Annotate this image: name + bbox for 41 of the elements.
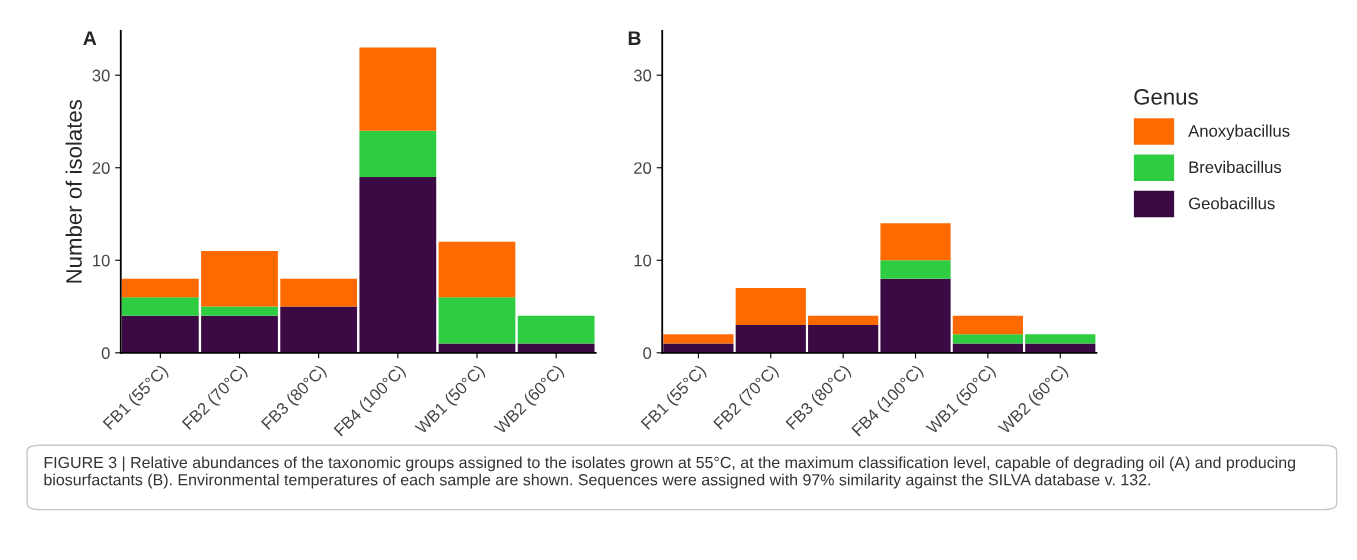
bar — [663, 334, 734, 344]
bar — [952, 315, 1023, 335]
y-tick-label: 20 — [634, 162, 652, 174]
y-tick-label: 30 — [92, 69, 110, 82]
bar — [952, 334, 1023, 344]
bar — [201, 251, 278, 307]
bar — [438, 297, 516, 344]
legend-title: Genus — [1134, 89, 1198, 105]
bar — [121, 315, 199, 353]
bar — [735, 288, 806, 326]
y-tick-label: 20 — [92, 162, 110, 174]
bar — [880, 278, 951, 353]
y-tick-label: 30 — [633, 69, 652, 82]
chart-title: B — [628, 31, 641, 45]
bar — [880, 223, 951, 261]
legend-label: Anoxybacillus — [1188, 124, 1290, 141]
bar — [808, 325, 879, 353]
bar — [1025, 334, 1096, 344]
bar — [201, 306, 278, 316]
y-tick-label: 0 — [643, 347, 652, 359]
bar — [517, 315, 595, 344]
bar — [359, 130, 437, 177]
y-tick-label: 0 — [101, 347, 110, 359]
legend-label: Geobacillus — [1189, 197, 1275, 210]
chart-title: A — [83, 31, 97, 45]
bar — [280, 306, 358, 353]
y-tick-label: 10 — [634, 254, 652, 267]
bar — [735, 325, 806, 353]
bar — [359, 177, 437, 353]
bar — [280, 278, 358, 307]
y-axis-title: Number of isolates — [65, 99, 82, 283]
legend-label: Brevibacillus — [1189, 160, 1282, 174]
bar — [201, 315, 278, 353]
bar — [121, 278, 199, 298]
caption: FIGURE 3 | Relative abundances of the taxonomic groups assigned to the isolates grown at 55°C, at the maximum classification level, capable of degrading oil (A) and producing biosurfactants (B). Environmental temperatures of each sample are shown. Sequences were assigned with 97% similarity against the SILVA database v. 132. — [44, 456, 1296, 489]
bar — [808, 315, 879, 326]
y-tick-label: 10 — [93, 254, 110, 267]
bar — [438, 241, 516, 298]
bar — [121, 297, 199, 316]
bar — [359, 47, 437, 131]
bar — [880, 260, 951, 279]
